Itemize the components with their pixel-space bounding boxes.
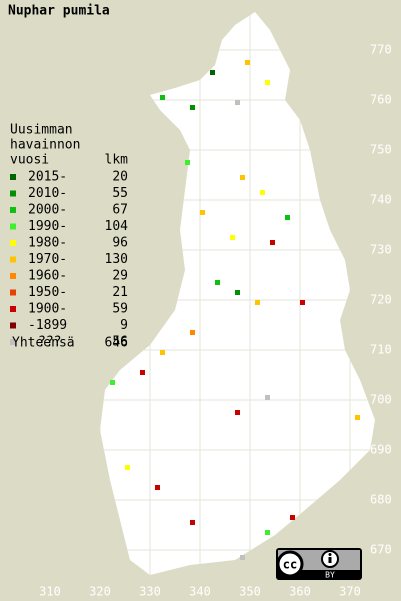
northing-label: 730: [370, 243, 392, 257]
legend-count: 55: [112, 186, 128, 201]
legend-count: 96: [112, 236, 128, 251]
legend-swatch: [10, 174, 16, 180]
observation: [355, 415, 360, 420]
observation: [255, 300, 260, 305]
legend-swatch: [10, 223, 16, 230]
legend-swatch: [10, 256, 16, 263]
legend-heading: havainnon: [10, 138, 80, 153]
northing-label: 750: [370, 143, 392, 157]
observation: [125, 465, 130, 470]
observation: [190, 330, 195, 335]
legend-label: 1980-: [28, 236, 67, 251]
legend-swatch: [10, 339, 16, 345]
northing-label: 690: [370, 443, 392, 457]
observation: [160, 350, 165, 355]
northing-label: 700: [370, 393, 392, 407]
legend-label: 1960-: [28, 269, 67, 284]
northing-label: 680: [370, 493, 392, 507]
by-figure: [328, 557, 332, 563]
observation: [260, 190, 265, 195]
legend-count: 20: [112, 170, 128, 185]
observation: [270, 240, 275, 245]
legend-label: 1970-: [28, 252, 67, 267]
observation: [185, 160, 190, 165]
observation: [140, 370, 145, 375]
legend-label: 1900-: [28, 302, 67, 317]
legend-swatch: [10, 240, 16, 246]
legend-label: 2010-: [28, 186, 67, 201]
observation: [110, 380, 115, 385]
legend-count: 67: [112, 203, 128, 218]
observation: [265, 395, 270, 400]
legend-swatch: [10, 207, 16, 213]
northing-label: 670: [370, 543, 392, 557]
legend-count: 29: [112, 269, 128, 284]
easting-label: 360: [289, 585, 311, 599]
observation: [215, 280, 220, 285]
legend-count: 130: [105, 252, 128, 267]
observation: [290, 515, 295, 520]
legend-count: 9: [120, 318, 128, 333]
legend-label: -1899: [28, 318, 67, 333]
observation: [240, 175, 245, 180]
easting-label: 370: [339, 585, 361, 599]
legend-count: 59: [112, 302, 128, 317]
observations: [110, 60, 360, 560]
legend-heading: vuosi: [10, 153, 49, 168]
observation: [190, 105, 195, 110]
observation: [160, 95, 165, 100]
legend-swatch: [10, 306, 16, 312]
legend-label: 2000-: [28, 203, 67, 218]
observation: [190, 520, 195, 525]
easting-label: 350: [239, 585, 261, 599]
observation: [240, 555, 245, 560]
by-text: BY: [325, 571, 335, 580]
observation: [265, 530, 270, 535]
observation: [245, 60, 250, 65]
legend: 2015- 20 2010- 55 2000- 67 1990- 104 1980- 96 1970…: [10, 170, 128, 350]
northing-label: 740: [370, 193, 392, 207]
legend-label: 1950-: [28, 285, 67, 300]
observation: [210, 70, 215, 75]
easting-label: 340: [189, 585, 211, 599]
observation: [235, 100, 240, 105]
easting-label: 310: [39, 585, 61, 599]
by-head: [328, 553, 332, 556]
legend-count: 21: [112, 285, 128, 300]
legend-count: 104: [105, 219, 129, 234]
legend-label: 2015-: [28, 170, 67, 185]
northing-label: 710: [370, 343, 392, 357]
cc-icon: [276, 550, 304, 578]
observation: [155, 485, 160, 490]
observation: [265, 80, 270, 85]
total-label: Yhteensä: [12, 336, 75, 351]
legend-swatch: [10, 322, 16, 329]
easting-label: 330: [139, 585, 161, 599]
cc-text: cc: [283, 558, 297, 572]
total-count: 646: [105, 336, 128, 351]
observation: [235, 290, 240, 295]
observation: [200, 210, 205, 215]
legend-label: 1990-: [28, 219, 67, 234]
observation: [235, 410, 240, 415]
easting-label: 320: [89, 585, 111, 599]
northing-label: 770: [370, 43, 392, 57]
legend-swatch: [10, 289, 16, 296]
license-badge: cc BY: [276, 548, 362, 580]
legend-swatch: [10, 273, 16, 279]
legend-label: ???: [38, 335, 61, 350]
map-title: Nuphar pumila: [8, 4, 110, 19]
count-heading: lkm: [105, 153, 129, 168]
northing-label: 720: [370, 293, 392, 307]
observation: [230, 235, 235, 240]
legend-heading: Uusimman: [10, 123, 73, 138]
legend-count: 56: [112, 335, 128, 350]
legend-swatch: [10, 190, 16, 197]
northing-label: 760: [370, 93, 392, 107]
observation: [300, 300, 305, 305]
observation: [285, 215, 290, 220]
